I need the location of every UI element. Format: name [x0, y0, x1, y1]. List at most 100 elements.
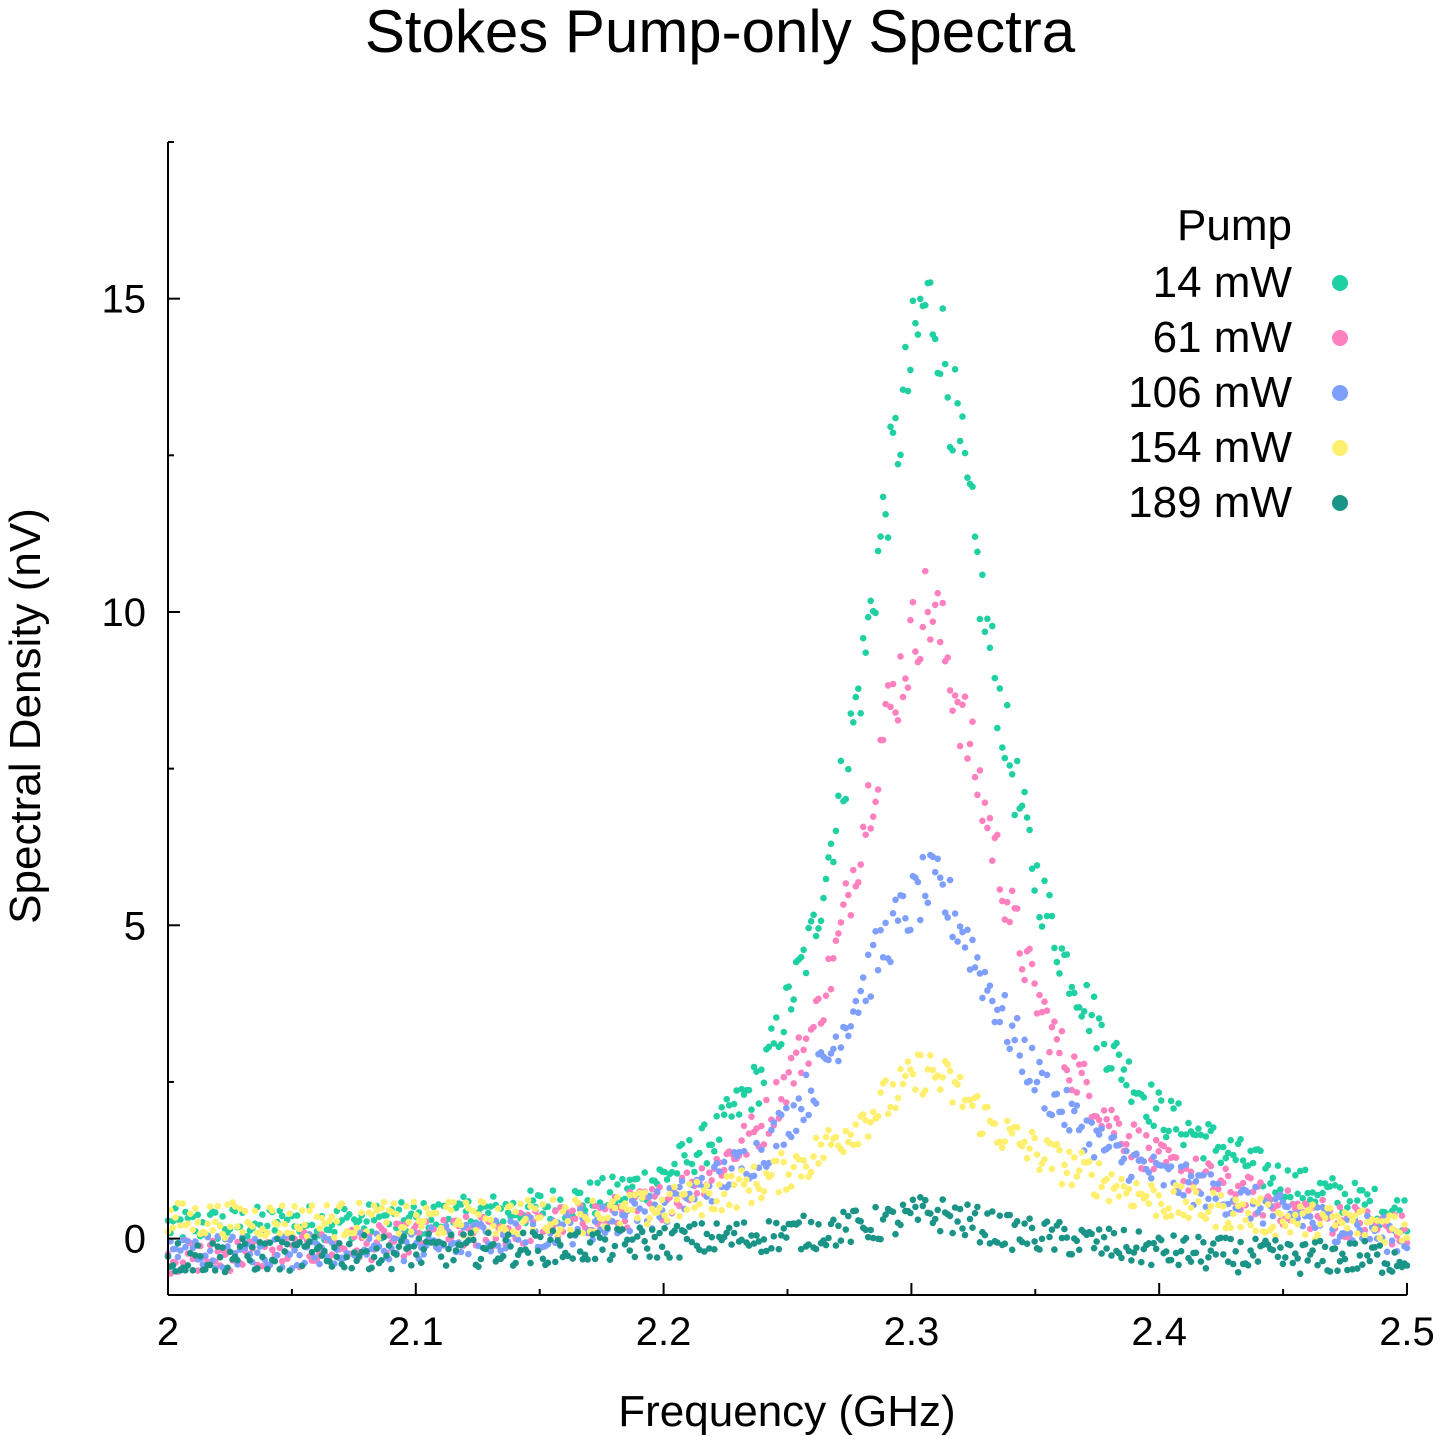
data-point	[758, 1066, 765, 1073]
data-point	[1031, 1134, 1038, 1142]
data-point	[1398, 1212, 1406, 1219]
data-point	[321, 1247, 328, 1255]
data-point	[1331, 1222, 1339, 1229]
data-point	[879, 954, 887, 961]
data-point	[624, 1236, 631, 1244]
data-point	[1090, 1154, 1098, 1161]
data-point	[902, 343, 909, 351]
data-point	[1205, 1120, 1212, 1128]
data-point	[1376, 1242, 1383, 1249]
data-point	[1028, 1128, 1036, 1136]
data-point	[663, 1217, 671, 1224]
data-point	[1152, 1105, 1160, 1112]
data-point	[1294, 1255, 1301, 1262]
data-point	[512, 1259, 519, 1267]
data-point	[1115, 1051, 1123, 1058]
data-point	[889, 1208, 897, 1216]
data-point	[887, 1103, 894, 1111]
data-point	[651, 1233, 658, 1241]
data-point	[892, 414, 899, 422]
data-point	[1162, 1133, 1170, 1141]
data-point	[872, 928, 879, 935]
data-point	[999, 1005, 1006, 1012]
data-point	[1341, 1190, 1349, 1198]
data-point	[358, 1248, 366, 1256]
data-point	[817, 1141, 825, 1148]
data-point	[611, 1242, 619, 1250]
data-point	[790, 1102, 797, 1109]
data-point	[859, 1111, 867, 1118]
data-point	[725, 1201, 733, 1209]
data-point	[1078, 1069, 1085, 1077]
legend-title: Pump	[1177, 201, 1292, 250]
data-point	[244, 1233, 251, 1240]
data-point	[1359, 1207, 1366, 1214]
data-point	[1195, 1198, 1202, 1205]
data-point	[450, 1239, 457, 1247]
data-point	[1041, 877, 1048, 885]
data-point	[728, 1165, 735, 1172]
data-point	[800, 1116, 807, 1124]
data-point	[944, 1061, 951, 1068]
data-point	[611, 1209, 619, 1217]
data-point	[944, 394, 951, 401]
data-point	[1284, 1167, 1292, 1174]
data-point	[703, 1182, 711, 1189]
data-point	[701, 1248, 708, 1255]
data-point	[1036, 913, 1043, 921]
data-point	[1277, 1210, 1284, 1218]
data-point	[1085, 1158, 1093, 1165]
data-point	[447, 1231, 455, 1239]
data-point	[1334, 1238, 1341, 1246]
data-point	[969, 1224, 976, 1231]
data-point	[825, 854, 832, 861]
data-point	[852, 997, 860, 1005]
data-point	[1215, 1180, 1222, 1188]
data-point	[755, 1238, 763, 1245]
data-point	[837, 757, 845, 765]
data-point	[1257, 1195, 1264, 1202]
data-point	[1314, 1231, 1321, 1239]
data-point	[634, 1233, 641, 1240]
data-point	[614, 1194, 621, 1201]
legend-label: 106 mW	[1128, 368, 1292, 417]
data-point	[740, 1122, 748, 1130]
data-point	[1202, 1215, 1210, 1223]
data-point	[946, 1212, 954, 1220]
data-point	[502, 1236, 510, 1244]
data-point	[269, 1207, 276, 1214]
data-point	[370, 1216, 378, 1224]
data-point	[1287, 1241, 1294, 1249]
data-point	[922, 892, 929, 900]
data-point	[1170, 1105, 1177, 1112]
data-point	[1063, 1234, 1071, 1241]
data-point	[1185, 1214, 1192, 1221]
data-point	[380, 1198, 388, 1206]
data-point	[1066, 1148, 1073, 1156]
data-point	[499, 1252, 507, 1260]
data-point	[1319, 1257, 1326, 1265]
data-point	[1311, 1224, 1319, 1231]
series-points	[164, 1051, 1411, 1246]
data-point	[927, 636, 934, 643]
data-point	[537, 1192, 544, 1200]
data-point	[552, 1258, 559, 1266]
data-point	[393, 1251, 400, 1258]
data-point	[306, 1238, 313, 1245]
data-point	[1038, 923, 1046, 930]
data-point	[1125, 1185, 1133, 1193]
data-point	[614, 1181, 621, 1188]
data-point	[276, 1244, 284, 1252]
data-point	[701, 1187, 708, 1194]
data-point	[683, 1235, 691, 1243]
data-point	[691, 1204, 698, 1211]
data-point	[1135, 1127, 1143, 1134]
data-point	[169, 1224, 177, 1232]
data-point	[452, 1247, 460, 1254]
y-tick-label: 15	[102, 278, 147, 322]
data-point	[1210, 1189, 1217, 1197]
data-point	[418, 1259, 425, 1266]
data-point	[1175, 1261, 1182, 1269]
data-point	[859, 634, 867, 642]
data-point	[1229, 1210, 1237, 1218]
